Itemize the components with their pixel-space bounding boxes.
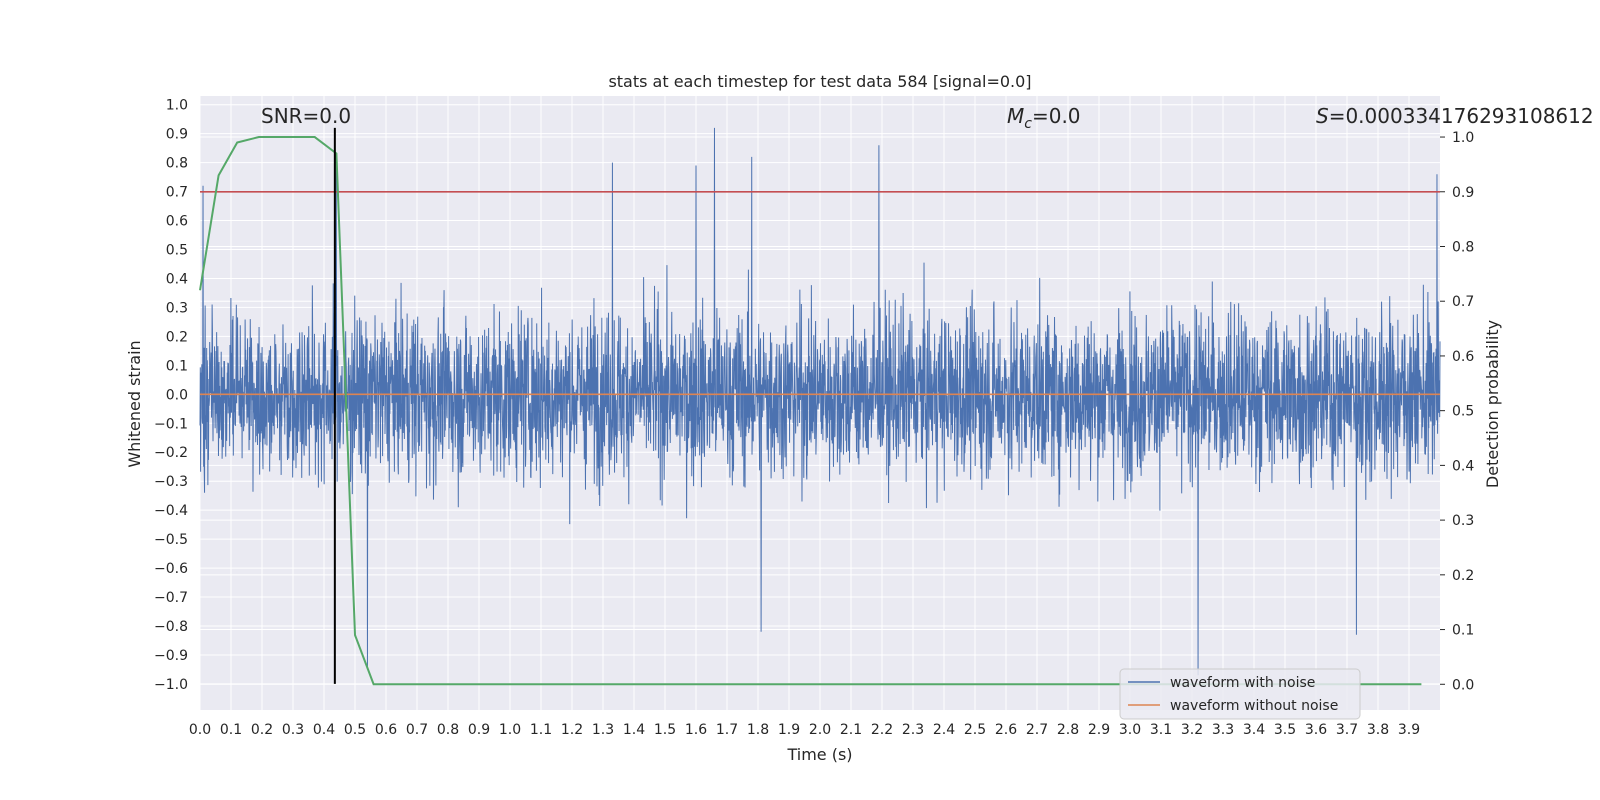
y-tick-label: 0.2 — [166, 329, 188, 345]
x-tick-label: 3.3 — [1212, 722, 1234, 738]
x-tick-label: 1.7 — [716, 722, 738, 738]
chirp-mass-subscript: c — [1024, 116, 1032, 132]
y-tick-label: 0.8 — [166, 156, 188, 172]
x-tick-label: 0.6 — [375, 722, 397, 738]
chirp-mass-symbol: M — [1007, 104, 1024, 128]
y-tick-label: 0.5 — [166, 243, 188, 259]
snr-annotation: SNR=0.0 — [261, 104, 351, 128]
y-tick-label: 0.9 — [166, 127, 188, 143]
y2-tick-label: 0.2 — [1452, 568, 1474, 584]
x-tick-label: 0.0 — [189, 722, 211, 738]
chirp-mass-value: =0.0 — [1032, 104, 1081, 128]
x-tick-label: 2.3 — [902, 722, 924, 738]
series-waveform-with-noise — [199, 127, 1441, 676]
x-tick-label: 3.9 — [1398, 722, 1420, 738]
x-tick-label: 0.7 — [406, 722, 428, 738]
x-tick-label: 0.3 — [282, 722, 304, 738]
y-tick-label: −0.3 — [154, 474, 188, 490]
x-tick-label: 1.0 — [499, 722, 521, 738]
x-tick-label: 0.9 — [468, 722, 490, 738]
x-tick-label: 2.5 — [964, 722, 986, 738]
x-tick-label: 2.0 — [809, 722, 831, 738]
x-tick-label: 2.1 — [840, 722, 862, 738]
y2-tick-label: 0.1 — [1452, 623, 1474, 639]
x-tick-label: 1.9 — [778, 722, 800, 738]
y2-tick-label: 0.6 — [1452, 349, 1474, 365]
y2-tick-label: 0.7 — [1452, 294, 1474, 310]
x-tick-label: 3.5 — [1274, 722, 1296, 738]
chirp-mass-annotation: Mc=0.0 — [1007, 104, 1081, 132]
x-tick-label: 2.9 — [1088, 722, 1110, 738]
x-tick-label: 1.5 — [654, 722, 676, 738]
y2-tick-label: 0.0 — [1452, 677, 1474, 693]
x-axis-label: Time (s) — [786, 745, 852, 764]
y-tick-label: 0.0 — [166, 387, 188, 403]
y2-tick-label: 0.9 — [1452, 185, 1474, 201]
x-tick-label: 0.1 — [220, 722, 242, 738]
x-tick-label: 2.6 — [995, 722, 1017, 738]
x-tick-label: 2.4 — [933, 722, 955, 738]
legend-label-clean: waveform without noise — [1170, 698, 1338, 714]
x-tick-label: 1.3 — [592, 722, 614, 738]
y2-tick-label: 0.3 — [1452, 513, 1474, 529]
y-tick-label: −1.0 — [154, 677, 188, 693]
s-overflow: 2 — [1581, 104, 1594, 128]
y-tick-label: −0.1 — [154, 416, 188, 432]
y-tick-label: −0.8 — [154, 619, 188, 635]
legend-box — [1119, 668, 1361, 720]
y-tick-label: −0.6 — [154, 561, 188, 577]
y-tick-label: −0.4 — [154, 503, 188, 519]
x-tick-label: 0.4 — [313, 722, 335, 738]
x-tick-label: 3.1 — [1150, 722, 1172, 738]
x-tick-label: 3.7 — [1336, 722, 1358, 738]
s-annotation: S=0.000334176293108612 — [1316, 104, 1594, 128]
x-tick-label: 3.0 — [1119, 722, 1141, 738]
y2-tick-label: 0.4 — [1452, 458, 1474, 474]
y-tick-label: 0.7 — [166, 185, 188, 201]
x-tick-label: 3.2 — [1181, 722, 1203, 738]
x-tick-label: 2.8 — [1057, 722, 1079, 738]
x-tick-label: 0.2 — [251, 722, 273, 738]
x-tick-label: 1.1 — [530, 722, 552, 738]
y-axis-ticks: 1.0 0.9 0.8 0.7 0.6 0.5 0.4 0.3 0.2 0.1 0.0 −0.1 −0.… — [154, 98, 188, 693]
x-tick-label: 2.2 — [871, 722, 893, 738]
y-tick-label: 0.3 — [166, 300, 188, 316]
y-tick-label: −0.7 — [154, 590, 188, 606]
y-tick-label: −0.5 — [154, 532, 188, 548]
x-tick-label: 3.6 — [1305, 722, 1327, 738]
x-axis-ticks: 0.0 0.1 0.2 0.3 0.4 0.5 0.6 0.7 0.8 0.9 1.0 1.1 1.2 1… — [189, 722, 1420, 738]
x-tick-label: 3.8 — [1367, 722, 1389, 738]
y-tick-label: −0.9 — [154, 648, 188, 664]
y-axis-label: Whitened strain — [125, 340, 144, 467]
s-value: =0.00033417629310861 — [1329, 104, 1581, 128]
y2-axis-ticks: 1.0 0.9 0.8 0.7 0.6 0.5 0.4 0.3 0.2 0.1 0.0 — [1440, 130, 1474, 693]
x-tick-label: 1.2 — [561, 722, 583, 738]
chart-title: stats at each timestep for test data 584… — [608, 72, 1031, 91]
y-tick-label: 0.1 — [166, 358, 188, 374]
y2-tick-label: 0.8 — [1452, 239, 1474, 255]
y2-axis-label: Detection probability — [1483, 320, 1502, 488]
x-tick-label: 2.7 — [1026, 722, 1048, 738]
legend-label-noise: waveform with noise — [1170, 675, 1315, 691]
legend: waveform with noise waveform without noi… — [1119, 668, 1361, 720]
y-tick-label: 0.6 — [166, 214, 188, 230]
y-tick-label: 1.0 — [166, 98, 188, 114]
series-detection-probability — [199, 136, 1422, 686]
y2-tick-label: 0.5 — [1452, 404, 1474, 420]
x-tick-label: 1.6 — [685, 722, 707, 738]
plot-area — [199, 127, 1441, 686]
s-symbol: S — [1316, 104, 1329, 128]
x-tick-label: 0.5 — [344, 722, 366, 738]
x-tick-label: 1.8 — [747, 722, 769, 738]
y-tick-label: 0.4 — [166, 271, 188, 287]
x-tick-label: 0.8 — [437, 722, 459, 738]
y2-tick-label: 1.0 — [1452, 130, 1474, 146]
x-tick-label: 1.4 — [623, 722, 645, 738]
y-tick-label: −0.2 — [154, 445, 188, 461]
x-tick-label: 3.4 — [1243, 722, 1265, 738]
